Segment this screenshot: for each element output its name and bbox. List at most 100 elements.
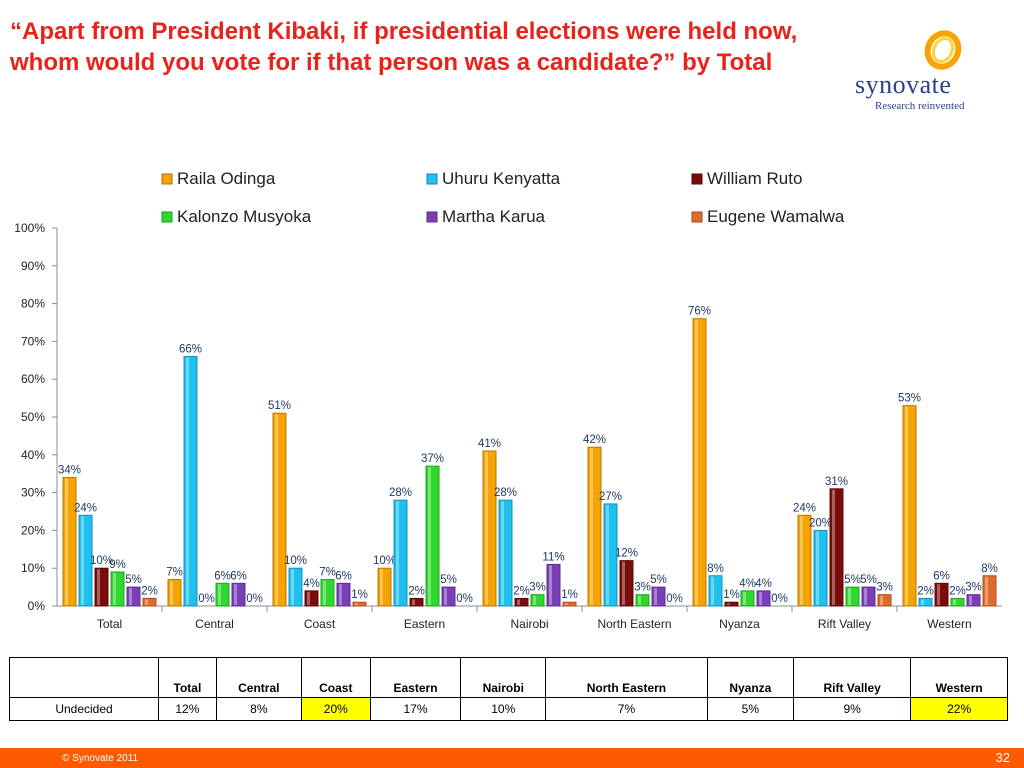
bar-2 (619, 560, 634, 607)
table-header-rift-valley: Rift Valley (793, 657, 912, 698)
data-label: 53% (898, 393, 921, 405)
y-tick-label: 40% (21, 448, 45, 462)
bar-highlight (606, 504, 609, 605)
legend-label-1: Uhuru Kenyatta (442, 169, 561, 188)
legend-label-0: Raila Odinga (177, 169, 276, 188)
data-label: 37% (421, 453, 444, 465)
page-number: 32 (995, 750, 1010, 765)
data-label: 2% (917, 585, 934, 597)
table-cell-western: 22% (910, 697, 1008, 721)
y-tick-label: 60% (21, 372, 45, 386)
data-label: 24% (74, 502, 97, 514)
table-header-total: Total (158, 657, 217, 698)
data-label: 7% (319, 567, 336, 579)
data-label: 4% (755, 578, 772, 590)
y-tick-label: 100% (14, 221, 45, 235)
bar-highlight (816, 531, 819, 605)
bar-highlight (170, 580, 173, 605)
bar-0 (167, 579, 182, 607)
bar-highlight (234, 584, 237, 605)
bar-highlight (880, 595, 883, 605)
data-label: 6% (933, 570, 950, 582)
data-label: 5% (125, 574, 142, 586)
data-label: 5% (844, 574, 861, 586)
copyright-text: © Synovate 2011 (62, 753, 139, 764)
bar-4 (966, 594, 981, 607)
table-header-central: Central (215, 657, 302, 698)
data-label: 28% (494, 487, 517, 499)
bar-3 (110, 571, 125, 607)
data-label: 2% (408, 585, 425, 597)
bar-highlight (517, 599, 520, 605)
table-cell-rift-valley: 9% (793, 697, 912, 721)
data-label: 7% (166, 567, 183, 579)
data-label: 66% (179, 344, 202, 356)
x-tick-label: Rift Valley (818, 617, 871, 631)
data-label: 31% (825, 476, 848, 488)
bar-3 (530, 594, 545, 607)
bar-highlight (622, 561, 625, 605)
y-tick-label: 30% (21, 486, 45, 500)
bar-0 (377, 567, 392, 607)
table-cell-total: 12% (158, 697, 217, 721)
bar-0 (272, 412, 287, 607)
bar-4 (756, 590, 771, 607)
logo-tagline: Research reinvented (875, 100, 965, 112)
bar-highlight (937, 584, 940, 605)
legend-swatch-0 (161, 173, 173, 185)
bar-2 (934, 582, 949, 607)
bar-5 (562, 601, 577, 607)
bar-1 (498, 499, 513, 607)
x-tick-label: Total (97, 617, 122, 631)
bar-highlight (307, 591, 310, 605)
bar-3 (425, 465, 440, 607)
data-label: 3% (529, 582, 546, 594)
bar-highlight (145, 599, 148, 605)
data-label: 9% (109, 559, 126, 571)
data-label: 76% (688, 306, 711, 318)
table-cell-central: 8% (215, 697, 302, 721)
data-label: 6% (214, 570, 231, 582)
bar-0 (797, 514, 812, 607)
data-label: 1% (561, 589, 578, 601)
data-label: 5% (860, 574, 877, 586)
x-tick-label: Nairobi (510, 617, 548, 631)
y-tick-label: 0% (28, 599, 46, 613)
data-label: 3% (634, 582, 651, 594)
bar-highlight (711, 576, 714, 605)
data-label: 0% (246, 593, 263, 605)
bar-5 (142, 597, 157, 607)
legend-swatch-2 (691, 173, 703, 185)
bar-4 (546, 563, 561, 607)
legend-label-2: William Ruto (707, 169, 802, 188)
bar-highlight (759, 591, 762, 605)
x-tick-label: Coast (304, 617, 336, 631)
logo-name: synovate (855, 70, 952, 99)
bar-3 (740, 590, 755, 607)
table-cell-coast: 20% (300, 697, 371, 721)
data-label: 28% (389, 487, 412, 499)
bar-highlight (380, 569, 383, 605)
bar-highlight (396, 501, 399, 605)
data-label: 6% (230, 570, 247, 582)
y-tick-label: 10% (21, 561, 45, 575)
table-header-north-eastern: North Eastern (545, 657, 708, 698)
bar-highlight (848, 588, 851, 605)
bar-highlight (485, 452, 488, 605)
data-label: 4% (303, 578, 320, 590)
data-label: 2% (513, 585, 530, 597)
bar-3 (635, 594, 650, 607)
legend-label-5: Eugene Wamalwa (707, 207, 845, 226)
table-cell-north-eastern: 7% (545, 697, 708, 721)
bar-3 (845, 586, 860, 607)
bar-2 (514, 597, 529, 607)
data-label: 41% (478, 438, 501, 450)
data-label: 2% (949, 585, 966, 597)
bar-4 (441, 586, 456, 607)
bar-5 (982, 575, 997, 607)
bar-highlight (275, 414, 278, 605)
bar-highlight (832, 489, 835, 605)
data-label: 10% (284, 555, 307, 567)
bar-5 (352, 601, 367, 607)
bar-1 (183, 356, 198, 607)
